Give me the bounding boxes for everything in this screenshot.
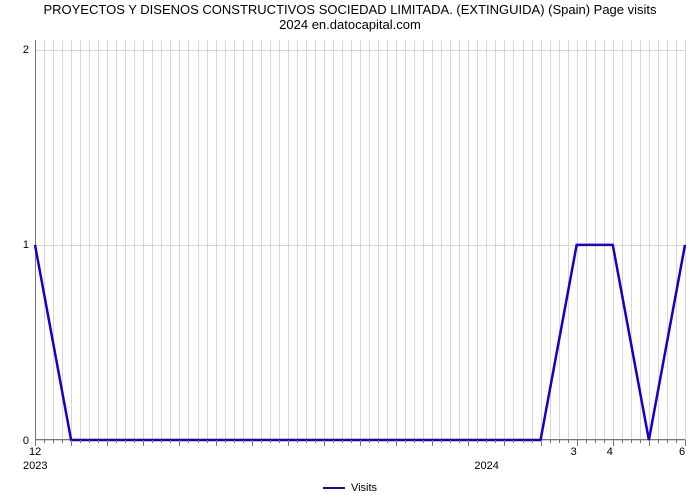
xtick-label: 3 — [571, 446, 577, 458]
xtick-label: 6 — [679, 446, 685, 458]
xtick-minor — [658, 440, 659, 443]
xtick-major — [324, 440, 325, 446]
plot-area — [35, 40, 685, 440]
xtick-minor — [631, 440, 632, 443]
xtick-minor — [225, 440, 226, 443]
xtick-minor — [369, 440, 370, 443]
xtick-minor — [306, 440, 307, 443]
xtick-major — [143, 440, 144, 446]
xtick-minor — [450, 440, 451, 443]
xtick-minor — [550, 440, 551, 443]
grid-v — [685, 40, 686, 440]
xtick-minor — [125, 440, 126, 443]
xcat-label: 2024 — [474, 460, 498, 472]
xtick-major — [432, 440, 433, 446]
xtick-minor — [667, 440, 668, 443]
xtick-minor — [622, 440, 623, 443]
xtick-major — [216, 440, 217, 446]
xtick-major — [504, 440, 505, 446]
xtick-minor — [342, 440, 343, 443]
xtick-minor — [134, 440, 135, 443]
xtick-minor — [44, 440, 45, 443]
ytick-label: 0 — [23, 435, 29, 447]
xtick-minor — [387, 440, 388, 443]
xtick-major — [685, 440, 686, 446]
xtick-major — [396, 440, 397, 446]
xtick-minor — [513, 440, 514, 443]
xtick-minor — [234, 440, 235, 443]
chart-title: PROYECTOS Y DISENOS CONSTRUCTIVOS SOCIED… — [0, 3, 700, 33]
legend-label: Visits — [351, 482, 377, 494]
xtick-minor — [207, 440, 208, 443]
xtick-minor — [486, 440, 487, 443]
xtick-minor — [378, 440, 379, 443]
chart-title-line1: PROYECTOS Y DISENOS CONSTRUCTIVOS SOCIED… — [0, 3, 700, 18]
xtick-minor — [270, 440, 271, 443]
xtick-minor — [676, 440, 677, 443]
chart-title-line2: 2024 en.datocapital.com — [0, 18, 700, 33]
xtick-minor — [62, 440, 63, 443]
xtick-major — [71, 440, 72, 446]
xtick-minor — [495, 440, 496, 443]
xtick-major — [107, 440, 108, 446]
xcat-label: 2023 — [23, 460, 47, 472]
xtick-major — [577, 440, 578, 446]
xtick-minor — [559, 440, 560, 443]
xtick-minor — [80, 440, 81, 443]
xtick-minor — [188, 440, 189, 443]
xtick-minor — [98, 440, 99, 443]
xtick-minor — [89, 440, 90, 443]
xtick-minor — [441, 440, 442, 443]
xtick-major — [468, 440, 469, 446]
xtick-major — [179, 440, 180, 446]
series-line — [35, 40, 685, 440]
xtick-major — [360, 440, 361, 446]
ytick-label: 2 — [23, 44, 29, 56]
xtick-minor — [604, 440, 605, 443]
ytick-label: 1 — [23, 239, 29, 251]
xtick-minor — [152, 440, 153, 443]
legend-swatch — [323, 487, 345, 489]
xtick-minor — [595, 440, 596, 443]
xtick-minor — [405, 440, 406, 443]
xtick-minor — [532, 440, 533, 443]
xtick-major — [613, 440, 614, 446]
xtick-minor — [315, 440, 316, 443]
xtick-minor — [279, 440, 280, 443]
xtick-minor — [297, 440, 298, 443]
xtick-label: 4 — [607, 446, 613, 458]
xtick-major — [541, 440, 542, 446]
xtick-minor — [351, 440, 352, 443]
xtick-minor — [568, 440, 569, 443]
xtick-major — [252, 440, 253, 446]
xtick-minor — [586, 440, 587, 443]
legend: Visits — [323, 482, 377, 494]
xtick-label: 12 — [29, 446, 41, 458]
xtick-minor — [116, 440, 117, 443]
xtick-minor — [198, 440, 199, 443]
xtick-minor — [414, 440, 415, 443]
xtick-minor — [261, 440, 262, 443]
xtick-minor — [333, 440, 334, 443]
xtick-minor — [640, 440, 641, 443]
xtick-minor — [170, 440, 171, 443]
xtick-minor — [477, 440, 478, 443]
xtick-major — [288, 440, 289, 446]
xtick-major — [649, 440, 650, 446]
xtick-minor — [423, 440, 424, 443]
xtick-minor — [523, 440, 524, 443]
xtick-minor — [161, 440, 162, 443]
xtick-minor — [459, 440, 460, 443]
xtick-minor — [243, 440, 244, 443]
xtick-minor — [53, 440, 54, 443]
